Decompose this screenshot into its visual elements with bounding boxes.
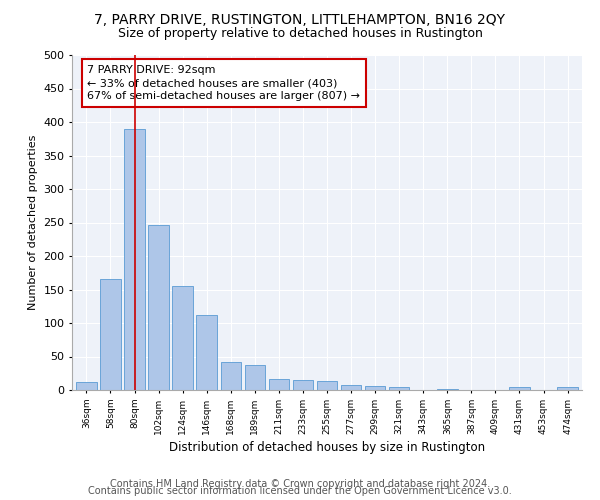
Bar	[172, 286, 193, 390]
Bar	[221, 362, 241, 390]
Bar	[365, 386, 385, 390]
X-axis label: Distribution of detached houses by size in Rustington: Distribution of detached houses by size …	[169, 441, 485, 454]
Bar	[124, 128, 145, 390]
Bar	[437, 388, 458, 390]
Bar	[509, 388, 530, 390]
Text: Contains public sector information licensed under the Open Government Licence v3: Contains public sector information licen…	[88, 486, 512, 496]
Bar	[317, 382, 337, 390]
Text: Contains HM Land Registry data © Crown copyright and database right 2024.: Contains HM Land Registry data © Crown c…	[110, 479, 490, 489]
Bar	[269, 378, 289, 390]
Bar	[341, 384, 361, 390]
Text: 7, PARRY DRIVE, RUSTINGTON, LITTLEHAMPTON, BN16 2QY: 7, PARRY DRIVE, RUSTINGTON, LITTLEHAMPTO…	[95, 12, 505, 26]
Bar	[148, 224, 169, 390]
Text: 7 PARRY DRIVE: 92sqm
← 33% of detached houses are smaller (403)
67% of semi-deta: 7 PARRY DRIVE: 92sqm ← 33% of detached h…	[88, 65, 360, 102]
Bar	[293, 380, 313, 390]
Text: Size of property relative to detached houses in Rustington: Size of property relative to detached ho…	[118, 28, 482, 40]
Bar	[76, 382, 97, 390]
Bar	[196, 315, 217, 390]
Bar	[245, 364, 265, 390]
Bar	[389, 388, 409, 390]
Bar	[100, 280, 121, 390]
Bar	[557, 388, 578, 390]
Y-axis label: Number of detached properties: Number of detached properties	[28, 135, 38, 310]
